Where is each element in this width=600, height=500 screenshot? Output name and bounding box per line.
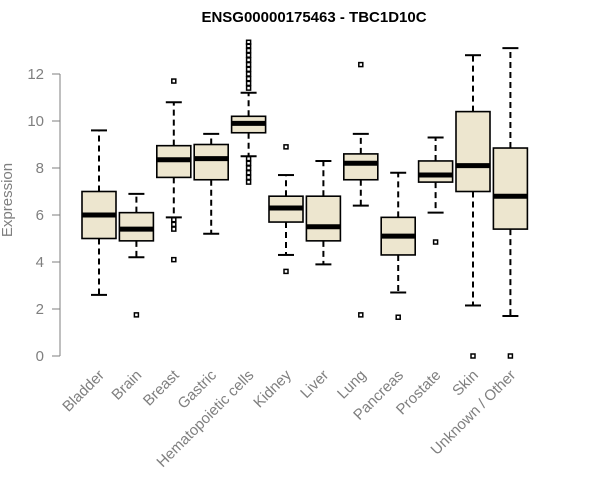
outlier-point xyxy=(245,52,252,58)
outlier-point xyxy=(171,78,177,84)
chart-title: ENSG00000175463 - TBC1D10C xyxy=(201,9,426,26)
outlier-point xyxy=(245,47,252,54)
outlier-point xyxy=(133,312,140,318)
outlier-point xyxy=(171,256,177,263)
outlier-point xyxy=(245,80,252,87)
outlier-point xyxy=(358,61,364,68)
outlier-point xyxy=(470,353,476,359)
outlier-point xyxy=(283,144,289,150)
outlier-point xyxy=(283,268,289,275)
y-tick-label: 12 xyxy=(27,66,44,83)
outlier-point xyxy=(432,239,439,245)
box-iqr xyxy=(455,110,491,193)
category-label: Liver xyxy=(297,367,332,402)
outlier-point xyxy=(245,179,252,185)
box-series xyxy=(81,39,529,359)
box-bladder xyxy=(81,129,117,296)
category-label: Bladder xyxy=(59,367,108,416)
outlier-point xyxy=(245,169,252,176)
box-unknown-other xyxy=(492,47,529,359)
y-tick-label: 0 xyxy=(36,348,44,365)
y-tick-label: 2 xyxy=(36,301,44,318)
outlier-point xyxy=(171,226,177,232)
box-brain xyxy=(118,192,155,318)
outlier-point xyxy=(245,61,252,68)
y-tick-label: 10 xyxy=(27,113,44,130)
box-iqr xyxy=(193,143,229,181)
box-breast xyxy=(156,78,192,263)
outlier-point xyxy=(507,353,514,359)
y-axis-title: Expression xyxy=(0,163,16,237)
box-kidney xyxy=(268,144,304,275)
box-iqr xyxy=(305,195,342,242)
outlier-point xyxy=(171,216,177,223)
y-tick-label: 4 xyxy=(36,254,44,271)
y-axis-ticks: 0 2 4 6 8 10 12 xyxy=(27,66,60,365)
box-pancreas xyxy=(380,171,417,320)
y-tick-label: 6 xyxy=(36,207,44,224)
outlier-point xyxy=(245,174,252,181)
y-tick-label: 8 xyxy=(36,160,44,177)
outlier-point xyxy=(245,66,252,73)
outlier-point xyxy=(171,221,177,228)
box-gastric xyxy=(193,132,229,235)
category-label: Skin xyxy=(449,367,482,400)
outlier-point xyxy=(395,314,401,320)
outlier-point xyxy=(245,71,252,77)
outlier-point xyxy=(245,75,252,82)
outlier-point xyxy=(245,155,252,162)
outlier-point xyxy=(245,85,252,91)
box-hematopoietic-cells xyxy=(230,39,267,185)
box-lung xyxy=(342,61,379,318)
outlier-point xyxy=(245,39,252,46)
outlier-point xyxy=(245,160,252,167)
box-iqr xyxy=(492,147,529,230)
box-iqr xyxy=(342,153,379,181)
box-prostate xyxy=(417,136,454,245)
box-iqr xyxy=(417,160,454,183)
outlier-point xyxy=(245,57,252,63)
outlier-point xyxy=(358,312,364,318)
box-skin xyxy=(455,54,491,359)
outlier-point xyxy=(245,165,252,171)
category-label: Kidney xyxy=(250,366,295,411)
box-liver xyxy=(305,159,342,266)
